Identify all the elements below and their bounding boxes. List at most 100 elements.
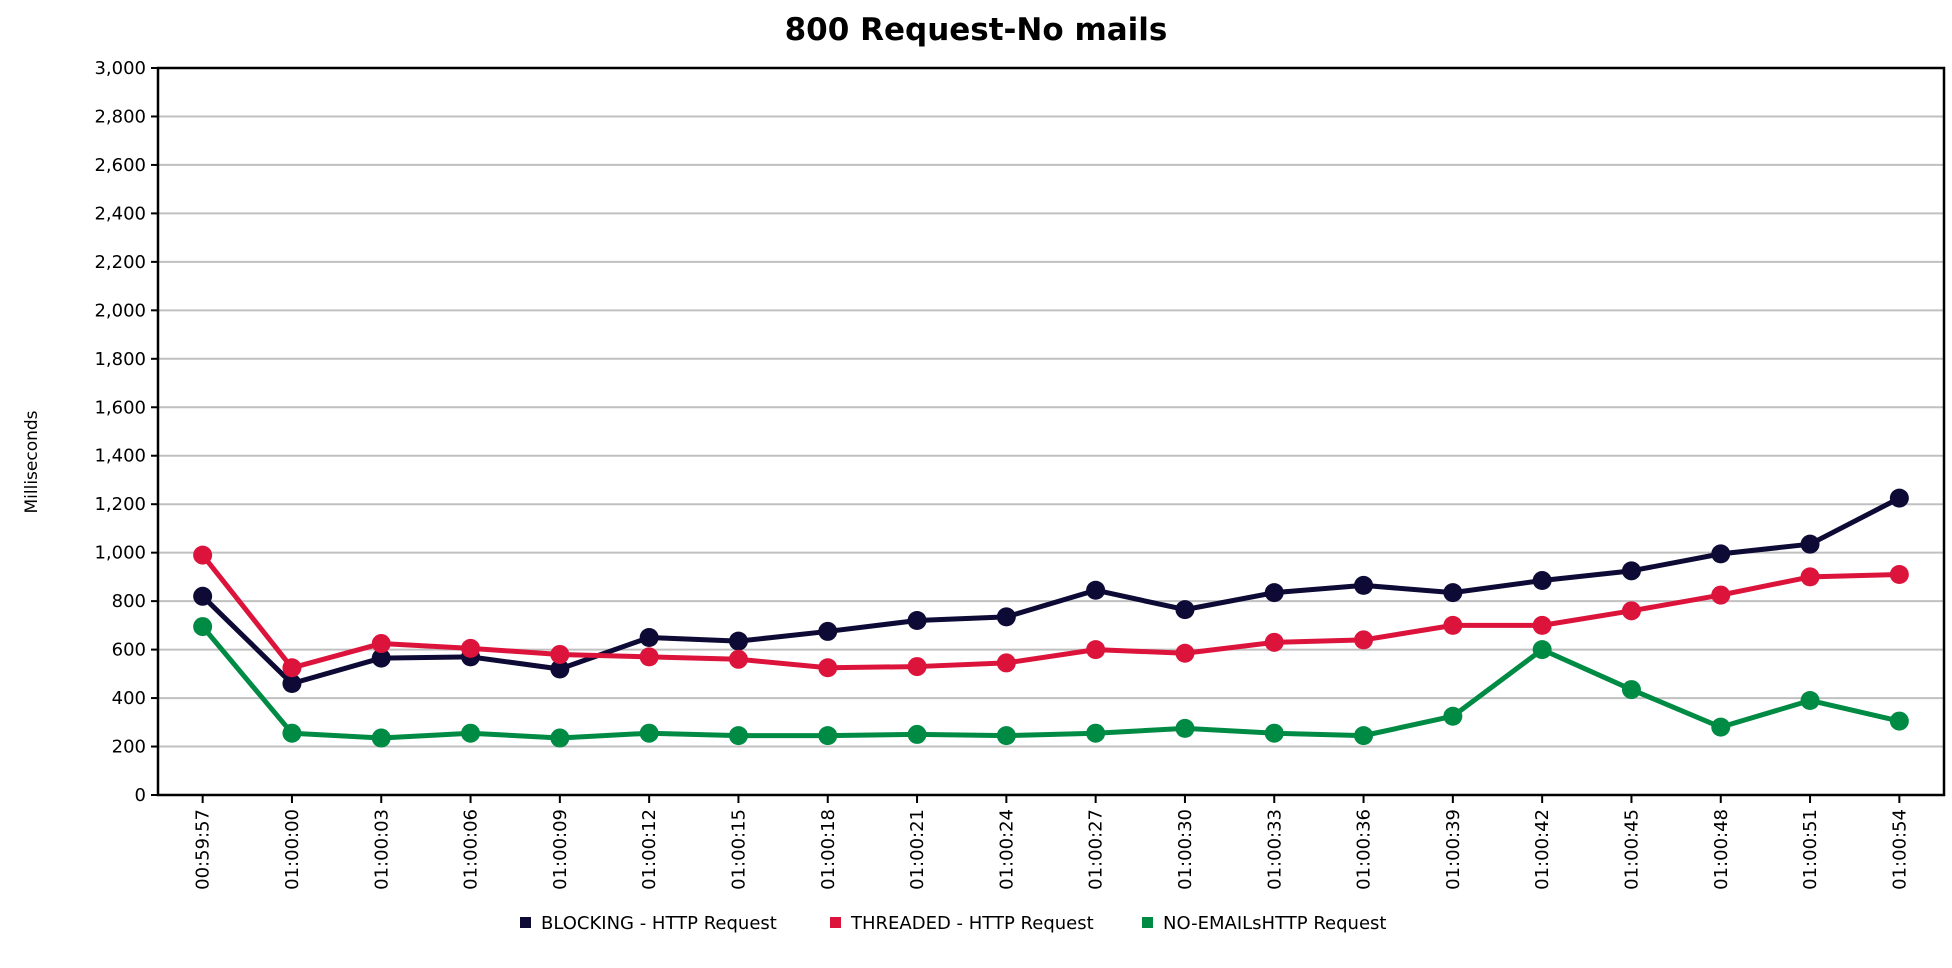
- legend-swatch-0: [520, 917, 531, 928]
- series-2-point-14: [1443, 706, 1463, 726]
- series-0-point-13: [1354, 575, 1374, 595]
- series-1-point-19: [1889, 564, 1909, 584]
- series-0-point-14: [1443, 583, 1463, 603]
- series-1-point-7: [818, 658, 838, 678]
- plot-area-frame: [156, 66, 1946, 797]
- y-tick-label-1800: 1,800: [94, 349, 146, 370]
- y-tick-label-2800: 2,800: [94, 106, 146, 127]
- series-0-point-10: [1086, 580, 1106, 600]
- series-0-point-2: [371, 648, 391, 668]
- series-1-point-14: [1443, 615, 1463, 635]
- series-1-point-18: [1800, 567, 1820, 587]
- series-2-point-11: [1175, 718, 1195, 738]
- series-2-point-7: [818, 726, 838, 746]
- y-tick-label-400: 400: [112, 688, 146, 709]
- series-2-point-13: [1354, 726, 1374, 746]
- y-tick-label-0: 0: [135, 785, 146, 806]
- series-2-point-18: [1800, 690, 1820, 710]
- y-tick-label-800: 800: [112, 591, 146, 612]
- series-2-point-17: [1711, 717, 1731, 737]
- series-2-point-4: [550, 728, 570, 748]
- y-tick-label-1000: 1,000: [94, 543, 146, 564]
- series-1-point-17: [1711, 585, 1731, 605]
- series-1-point-11: [1175, 643, 1195, 663]
- series-0-point-1: [282, 674, 302, 694]
- series-0: [193, 488, 1909, 694]
- x-tick-label-16: 01:00:45: [1621, 809, 1642, 890]
- series-0-point-17: [1711, 544, 1731, 564]
- series-0-point-0: [193, 586, 213, 606]
- y-tick-label-200: 200: [112, 737, 146, 758]
- legend-item-2: NO-EMAILsHTTP Request: [1142, 913, 1386, 934]
- series-0-point-5: [639, 627, 659, 647]
- x-tick-label-14: 01:00:39: [1443, 809, 1464, 890]
- y-tick-label-2400: 2,400: [94, 203, 146, 224]
- series-0-point-16: [1621, 561, 1641, 581]
- series-2: [193, 617, 1909, 748]
- x-tick-label-11: 01:00:30: [1175, 809, 1196, 890]
- y-tick-label-3000: 3,000: [94, 58, 146, 79]
- x-tick-label-15: 01:00:42: [1532, 809, 1553, 890]
- series-2-point-8: [907, 724, 927, 744]
- x-tick-label-17: 01:00:48: [1711, 809, 1732, 890]
- series-1-point-0: [193, 545, 213, 565]
- chart-title: 800 Request-No mails: [785, 12, 1168, 48]
- series-0-point-12: [1264, 583, 1284, 603]
- series-0-point-9: [996, 607, 1016, 627]
- series-1-point-16: [1621, 601, 1641, 621]
- series-line-2: [200, 624, 1902, 741]
- series-1-point-9: [996, 653, 1016, 673]
- series-0-point-8: [907, 611, 927, 631]
- series-1-point-15: [1532, 615, 1552, 635]
- x-tick-label-10: 01:00:27: [1086, 809, 1107, 890]
- y-tick-label-2000: 2,000: [94, 300, 146, 321]
- x-tick-label-9: 01:00:24: [996, 809, 1017, 890]
- legend-item-0: BLOCKING - HTTP Request: [520, 913, 777, 934]
- x-tick-label-19: 01:00:54: [1889, 809, 1910, 890]
- series-2-point-3: [461, 723, 481, 743]
- x-tick-label-13: 01:00:36: [1354, 809, 1375, 890]
- series-0-point-4: [550, 659, 570, 679]
- y-tick-label-1400: 1,400: [94, 446, 146, 467]
- x-tick-label-0: 00:59:57: [193, 809, 214, 890]
- series-1-point-4: [550, 644, 570, 664]
- x-tick-label-12: 01:00:33: [1264, 809, 1285, 890]
- series-0-point-7: [818, 621, 838, 641]
- series-0-point-6: [728, 631, 748, 651]
- series-1-point-5: [639, 647, 659, 667]
- axes: 0 200 400 600 800 1,000 1,200 1,400 1,600 1,800 2,…: [94, 58, 1946, 890]
- x-tick-label-6: 01:00:15: [728, 809, 749, 890]
- x-tick-label-3: 01:00:06: [461, 809, 482, 890]
- series-0-point-15: [1532, 571, 1552, 591]
- series-1-point-2: [371, 634, 391, 654]
- y-tick-label-1600: 1,600: [94, 397, 146, 418]
- series-2-point-2: [371, 728, 391, 748]
- series-2-point-5: [639, 723, 659, 743]
- series-0-point-19: [1889, 488, 1909, 508]
- series-line-0: [200, 495, 1902, 687]
- legend-swatch-1: [830, 917, 841, 928]
- legend-label-0: BLOCKING - HTTP Request: [541, 913, 777, 934]
- series-line-1: [200, 552, 1902, 671]
- series-1-point-1: [282, 658, 302, 678]
- legend: BLOCKING - HTTP Request THREADED - HTTP R…: [520, 913, 1386, 934]
- series-2-point-1: [282, 723, 302, 743]
- x-tick-label-18: 01:00:51: [1800, 809, 1821, 890]
- y-tick-label-2600: 2,600: [94, 155, 146, 176]
- series-2-point-10: [1086, 723, 1106, 743]
- y-tick-label-1200: 1,200: [94, 494, 146, 515]
- x-tick-label-4: 01:00:09: [550, 809, 571, 890]
- series-2-point-9: [996, 726, 1016, 746]
- series-2-point-6: [728, 726, 748, 746]
- series-1-point-13: [1354, 630, 1374, 650]
- series-1-point-10: [1086, 640, 1106, 660]
- series-1-point-3: [461, 638, 481, 658]
- series-1-point-8: [907, 657, 927, 677]
- series-2-point-0: [193, 617, 213, 637]
- x-tick-label-1: 01:00:00: [282, 809, 303, 890]
- series-2-point-19: [1889, 711, 1909, 731]
- legend-label-2: NO-EMAILsHTTP Request: [1163, 913, 1386, 934]
- legend-swatch-2: [1142, 917, 1153, 928]
